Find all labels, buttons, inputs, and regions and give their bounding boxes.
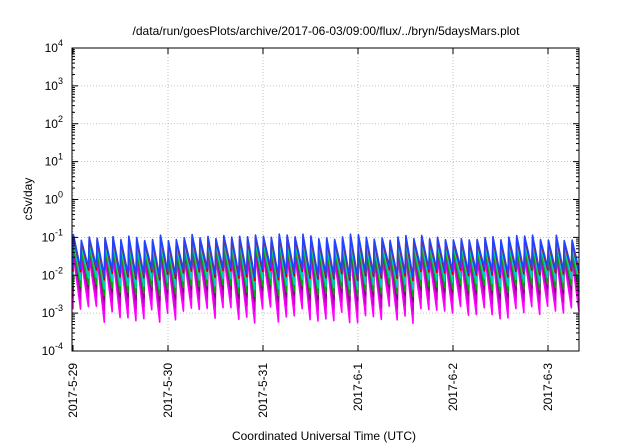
data-series	[72, 233, 580, 324]
y-tick-exponent: 2	[58, 114, 63, 124]
y-tick-exponent: -2	[55, 265, 63, 275]
x-tick-label: 2017-5-29	[66, 363, 80, 418]
x-tick-label: 2017-6-2	[446, 363, 460, 411]
y-tick-exponent: -4	[55, 341, 63, 351]
y-tick-exponent: -3	[55, 303, 63, 313]
y-tick-exponent: 4	[58, 38, 63, 48]
series-line-6	[72, 233, 580, 279]
x-tick-label: 2017-6-3	[541, 363, 555, 411]
y-axis-label: cSv/day	[21, 178, 35, 221]
y-tick-exponent: 1	[58, 152, 63, 162]
x-axis: 2017-5-29 2017-5-30 2017-5-31 2017-6-1 2017-…	[66, 48, 555, 418]
x-tick-label: 2017-5-30	[161, 363, 175, 418]
x-axis-label: Coordinated Universal Time (UTC)	[232, 429, 416, 443]
y-tick-exponent: -1	[55, 227, 63, 237]
chart-title: /data/run/goesPlots/archive/2017-06-03/0…	[133, 24, 521, 38]
y-tick-exponent: 0	[58, 190, 63, 200]
x-tick-label: 2017-5-31	[256, 363, 270, 418]
y-tick-exponent: 3	[58, 76, 63, 86]
x-tick-label: 2017-6-1	[351, 363, 365, 411]
